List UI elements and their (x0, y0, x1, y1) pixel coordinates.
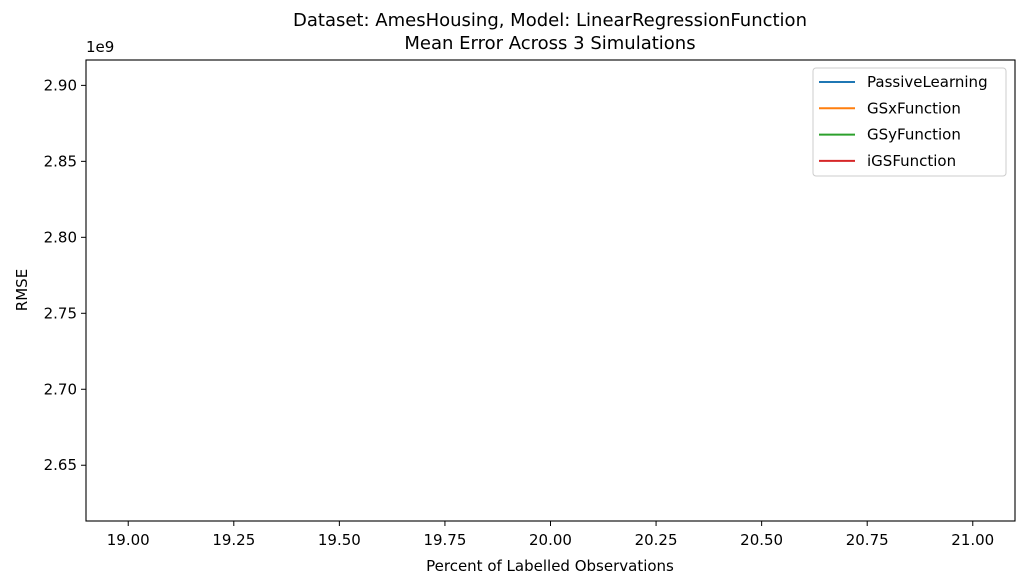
legend: PassiveLearning GSxFunction GSyFunction iGS… (812, 67, 1007, 177)
x-tick-label: 20.25 (635, 531, 678, 549)
y-offset-label: 1e9 (86, 38, 114, 56)
y-tick-label: 2.85 (44, 152, 77, 170)
y-tick-label: 2.80 (44, 228, 77, 246)
y-tick-label: 2.70 (44, 380, 77, 398)
y-axis: 2.65 2.70 2.75 2.80 2.85 2.90 (44, 76, 86, 474)
x-tick-label: 20.00 (529, 531, 572, 549)
x-tick-label: 20.75 (846, 531, 889, 549)
x-tick-label: 21.00 (951, 531, 994, 549)
x-tick-label: 19.75 (423, 531, 466, 549)
x-tick-label: 19.25 (212, 531, 255, 549)
legend-label: GSxFunction (867, 99, 961, 117)
legend-label: GSyFunction (867, 126, 961, 144)
y-tick-label: 2.65 (44, 456, 77, 474)
legend-box (812, 67, 1007, 177)
chart-subtitle: Mean Error Across 3 Simulations (404, 33, 695, 54)
x-axis: 19.00 19.25 19.50 19.75 20.00 20.25 20.50 20.75… (107, 521, 994, 549)
x-tick-label: 19.50 (318, 531, 361, 549)
x-tick-label: 19.00 (107, 531, 150, 549)
y-tick-label: 2.75 (44, 304, 77, 322)
y-tick-label: 2.90 (44, 76, 77, 94)
y-axis-label: RMSE (13, 269, 31, 311)
legend-label: iGSFunction (867, 152, 956, 170)
legend-label: PassiveLearning (867, 73, 988, 91)
legend-entries: PassiveLearning GSxFunction GSyFunction iGS… (819, 73, 988, 170)
x-tick-label: 20.50 (740, 531, 783, 549)
x-axis-label: Percent of Labelled Observations (426, 557, 674, 575)
chart-title: Dataset: AmesHousing, Model: LinearRegre… (293, 10, 807, 31)
